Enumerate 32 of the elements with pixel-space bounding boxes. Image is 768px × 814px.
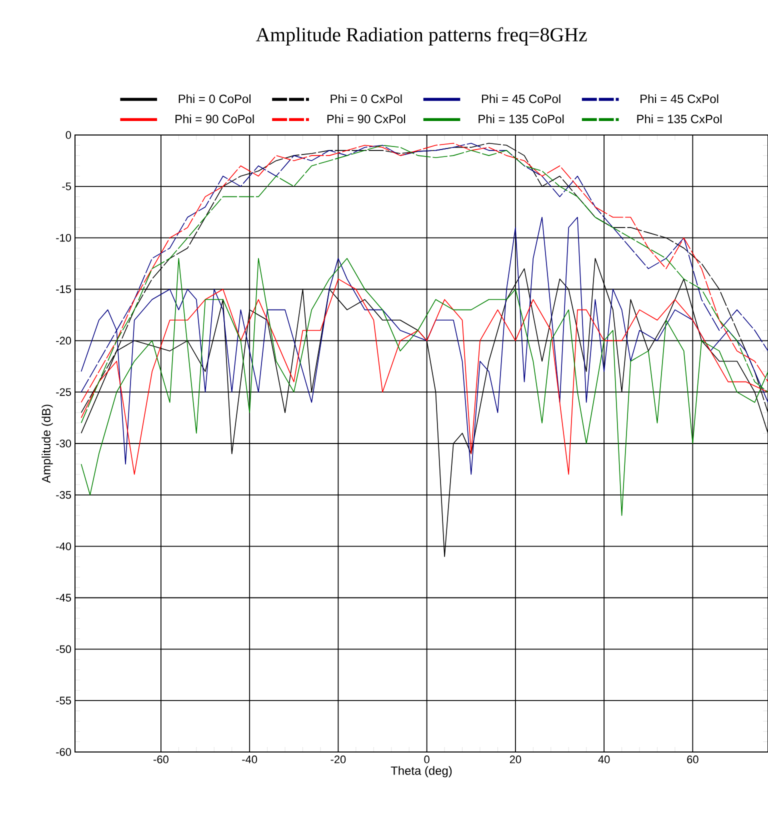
x-tick-label: 40 — [598, 756, 610, 764]
y-tick-label: -40 — [56, 542, 72, 550]
x-tick-label: -20 — [330, 756, 346, 764]
y-tick-label: -10 — [56, 234, 72, 242]
legend-label: Phi = 45 CxPol — [640, 94, 718, 104]
legend-label: Phi = 0 CoPol — [178, 94, 250, 104]
x-axis-title: Theta (deg) — [390, 766, 452, 778]
x-tick-label: 20 — [510, 756, 522, 764]
legend-label: Phi = 45 CoPol — [482, 94, 560, 104]
y-axis-title: Amplitude (dB) — [42, 404, 53, 484]
y-tick-label: -15 — [56, 285, 72, 294]
y-tick-label: 0 — [66, 131, 72, 139]
y-tick-label: -30 — [56, 440, 72, 448]
legend-label: Phi = 135 CxPol — [637, 114, 722, 124]
y-tick-label: -25 — [56, 388, 72, 396]
y-tick-label: -45 — [56, 594, 72, 602]
y-tick-label: -35 — [56, 491, 72, 499]
chart-title: Amplitude Radiation patterns freq=8GHz — [256, 27, 587, 46]
y-tick-label: -20 — [56, 336, 72, 345]
x-tick-label: 60 — [687, 756, 698, 764]
y-tick-label: -60 — [56, 748, 72, 756]
y-tick-label: -5 — [62, 182, 72, 190]
x-tick-label: 0 — [424, 756, 430, 764]
y-tick-label: -50 — [56, 645, 72, 654]
y-tick-label: -55 — [56, 696, 72, 704]
x-tick-label: -40 — [242, 756, 258, 764]
legend-label: Phi = 0 CxPol — [330, 94, 402, 104]
legend-label: Phi = 90 CxPol — [327, 114, 406, 124]
legend-label: Phi = 135 CoPol — [478, 114, 564, 124]
x-tick-label: -60 — [154, 756, 168, 764]
legend-label: Phi = 90 CoPol — [176, 114, 254, 124]
line-series — [80, 278, 768, 475]
